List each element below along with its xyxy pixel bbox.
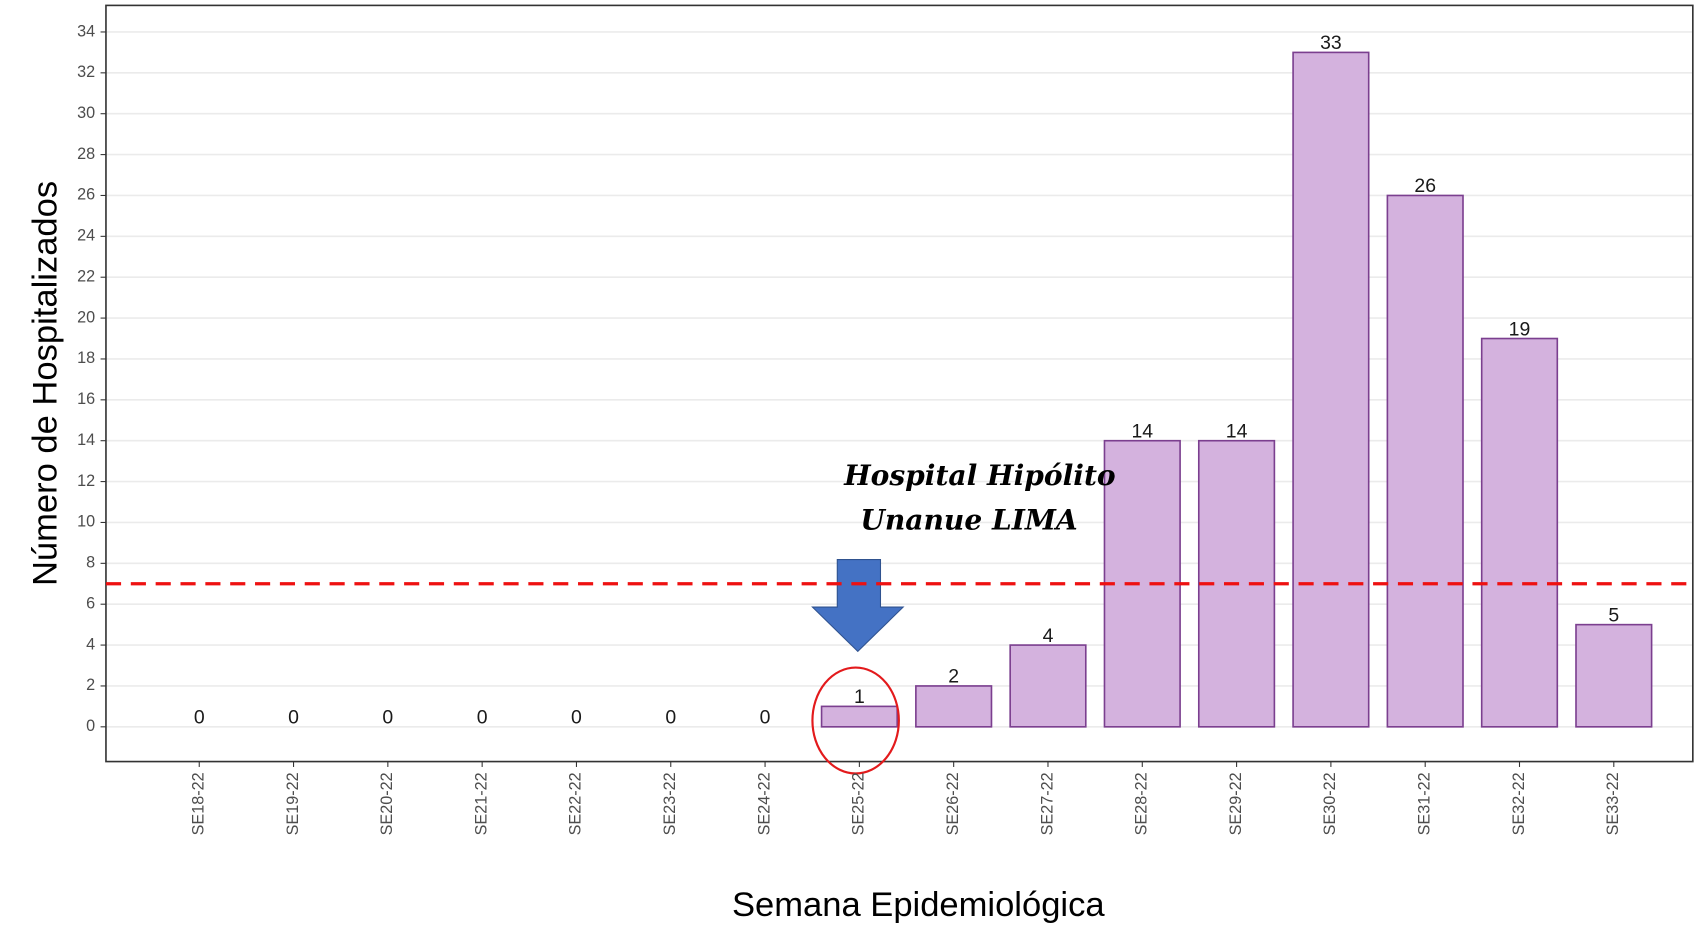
bar [1009, 644, 1087, 728]
y-tick-label: 10 [77, 513, 95, 531]
data-label: 0 [382, 707, 393, 729]
x-tick-label: SE28-22 [1133, 772, 1151, 835]
bar [820, 705, 898, 728]
x-tick-label: SE19-22 [284, 772, 302, 835]
plot-frame [105, 4, 1694, 763]
x-tick-label: SE32-22 [1510, 772, 1528, 835]
x-tick-label: SE29-22 [1227, 772, 1245, 835]
bar [1103, 439, 1181, 728]
data-label: 0 [665, 707, 676, 729]
arrow [811, 559, 905, 653]
y-tick-label: 24 [77, 227, 95, 245]
y-tick-label: 14 [77, 431, 95, 449]
x-tick-label: SE27-22 [1038, 772, 1056, 835]
x-tick-label: SE33-22 [1604, 772, 1622, 835]
bar [1480, 337, 1559, 728]
x-tick-label: SE21-22 [472, 772, 490, 835]
annotation: Unanue LIMA [860, 503, 1077, 536]
bar [1292, 51, 1370, 728]
data-label: 0 [760, 707, 771, 729]
annotation: Hospital Hipólito [843, 459, 1116, 492]
x-tick-label: SE18-22 [190, 772, 208, 835]
data-label: 1 [854, 686, 865, 708]
y-tick-label: 34 [77, 22, 95, 40]
highlight-circle [811, 666, 900, 775]
x-tick-label: SE26-22 [944, 772, 962, 835]
x-axis-title: Semana Epidemiológica [732, 886, 1105, 924]
x-tick-label: SE23-22 [661, 772, 679, 835]
x-tick-label: SE25-22 [850, 772, 868, 835]
data-label: 2 [948, 666, 959, 688]
data-label: 26 [1414, 175, 1436, 197]
data-label: 19 [1509, 318, 1531, 340]
bar [1386, 194, 1464, 728]
data-label: 0 [194, 707, 205, 729]
data-label: 33 [1320, 32, 1342, 54]
y-tick-label: 26 [77, 186, 95, 204]
y-tick-label: 2 [86, 676, 95, 694]
y-tick-label: 30 [77, 104, 95, 122]
y-tick-label: 4 [86, 635, 95, 653]
y-tick-label: 6 [86, 594, 95, 612]
y-tick-label: 0 [86, 717, 95, 735]
bar [915, 685, 993, 728]
x-tick-label: SE22-22 [567, 772, 585, 835]
bar [1575, 623, 1653, 728]
y-tick-label: 20 [77, 308, 95, 326]
y-tick-label: 8 [86, 554, 95, 572]
data-label: 14 [1226, 420, 1248, 442]
y-tick-label: 16 [77, 390, 95, 408]
data-label: 0 [477, 707, 488, 729]
x-tick-label: SE24-22 [755, 772, 773, 835]
y-tick-label: 28 [77, 145, 95, 163]
y-tick-label: 32 [77, 63, 95, 81]
data-label: 0 [571, 707, 582, 729]
y-tick-label: 12 [77, 472, 95, 490]
y-tick-label: 22 [77, 267, 95, 285]
bars [820, 51, 1653, 728]
x-tick-label: SE30-22 [1321, 772, 1339, 835]
x-tick-label: SE20-22 [378, 772, 396, 835]
x-tick-label: SE31-22 [1415, 772, 1433, 835]
data-label: 5 [1608, 604, 1619, 626]
data-label: 4 [1043, 625, 1054, 647]
data-label: 14 [1131, 420, 1153, 442]
data-label: 0 [288, 707, 299, 729]
y-tick-label: 18 [77, 349, 95, 367]
y-axis-title: Número de Hospitalizados [26, 181, 64, 586]
